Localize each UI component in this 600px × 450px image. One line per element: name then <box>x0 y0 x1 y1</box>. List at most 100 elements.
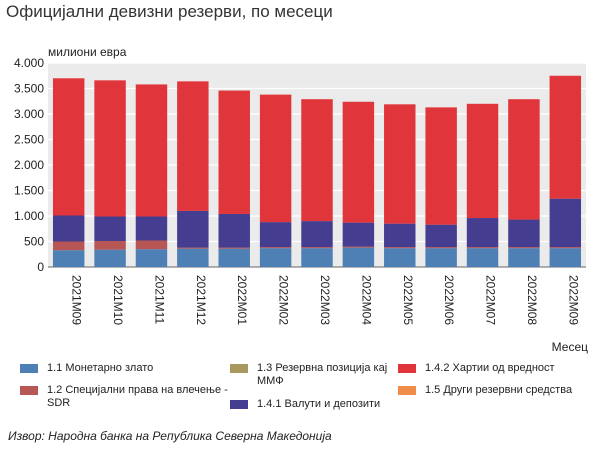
bar-segment <box>94 240 126 250</box>
bar-segment <box>218 247 250 249</box>
bar-segment <box>508 219 540 248</box>
legend-item-securities: 1.4.2 Хартии од вредност <box>398 362 598 375</box>
legend-item-other: 1.5 Други резервни средства <box>398 384 598 397</box>
bar-segment <box>218 213 250 248</box>
legend-swatch <box>230 400 248 409</box>
y-tick-label: 1.500 <box>14 184 44 198</box>
bar-segment <box>52 241 85 251</box>
bar-segment <box>177 210 209 248</box>
bar-segment <box>177 81 209 211</box>
bar-segment <box>218 90 250 214</box>
y-tick-label: 500 <box>24 235 44 249</box>
legend-item-gold: 1.1 Монетарно злато <box>20 362 220 375</box>
bar-segment <box>549 75 582 199</box>
x-tick-label: 2022M08 <box>525 275 539 325</box>
legend-item-imf: 1.3 Резервна позиција кај ММФ <box>230 362 390 388</box>
bar-segment <box>466 103 499 219</box>
bar-segment <box>259 248 292 267</box>
bar-segment <box>177 247 209 249</box>
y-tick-label: 3.000 <box>14 107 44 121</box>
bar-segment <box>259 247 292 249</box>
bar-segment <box>301 99 333 222</box>
y-tick-label: 1.000 <box>14 209 44 223</box>
bar-segment <box>425 224 457 248</box>
bar-segment <box>508 248 540 267</box>
x-tick-label: 2022M05 <box>401 275 415 325</box>
bar-segment <box>52 78 85 216</box>
x-tick-label: 2021M12 <box>194 275 208 325</box>
legend-item-sdr: 1.2 Специјални права на влечење - SDR <box>20 384 230 410</box>
legend-label: 1.4.2 Хартии од вредност <box>425 362 555 374</box>
bar-segment <box>384 248 416 267</box>
bar-segment <box>301 247 333 249</box>
bar-segment <box>466 247 499 249</box>
legend-swatch <box>20 386 38 395</box>
bar-segment <box>508 99 540 220</box>
source-note: Извор: Народна банка на Република Северн… <box>8 429 332 443</box>
bar-segment <box>549 248 582 267</box>
legend-label: 1.3 Резервна позиција кај ММФ <box>257 362 388 387</box>
bar-segment <box>384 223 416 248</box>
bar-segment <box>466 218 499 248</box>
legend-label: 1.1 Монетарно злато <box>47 362 154 374</box>
legend-label: 1.4.1 Валути и депозити <box>257 398 381 410</box>
y-tick-label: 4.000 <box>14 56 44 70</box>
x-tick-label: 2022M06 <box>442 275 456 325</box>
x-tick-label: 2021M10 <box>111 275 125 325</box>
bar-segment <box>94 216 126 241</box>
bar-segment <box>466 248 499 267</box>
y-tick-label: 2.500 <box>14 133 44 147</box>
bar-segment <box>342 101 375 223</box>
legend-swatch <box>398 364 416 373</box>
bar-segment <box>549 247 582 249</box>
bar-segment <box>259 94 292 223</box>
x-tick-label: 2022M09 <box>566 275 580 325</box>
bar-segment <box>177 248 209 267</box>
y-axis-label: милиони евра <box>48 45 127 59</box>
bar-segment <box>384 104 416 224</box>
bar-segment <box>259 222 292 248</box>
legend-swatch <box>230 364 248 373</box>
bar-segment <box>342 222 375 247</box>
legend-item-currency: 1.4.1 Валути и депозити <box>230 398 400 411</box>
y-axis: 0 500 1.000 1.500 2.000 2.500 3.000 3.500 4.000 <box>14 56 44 274</box>
bar-segment <box>94 80 126 217</box>
chart-svg: 05001.0001.5002.0002.5003.0003.5004.000 … <box>14 45 588 354</box>
bar-segment <box>508 247 540 249</box>
legend-label: 1.5 Други резервни средства <box>425 384 573 396</box>
bars <box>52 75 582 267</box>
x-tick-label: 2022M03 <box>318 275 332 325</box>
bar-segment <box>94 249 126 267</box>
bar-segment <box>135 216 168 241</box>
bar-segment <box>301 248 333 267</box>
x-axis-label: Месец <box>552 340 588 354</box>
x-tick-label: 2021M11 <box>152 275 166 324</box>
x-tick-label: 2022M02 <box>277 275 291 325</box>
y-tick-label: 2.000 <box>14 158 44 172</box>
x-axis: 2021M09 2021M10 2021M11 2021M12 2022M01 2022M… <box>70 275 581 325</box>
bar-segment <box>384 247 416 249</box>
y-tick-label: 0 <box>37 260 44 274</box>
bar-segment <box>342 246 375 248</box>
bar-segment <box>549 198 582 248</box>
bar-segment <box>135 249 168 267</box>
chart-title: Официјални девизни резерви, по месеци <box>6 2 333 21</box>
bar-segment <box>135 84 168 217</box>
bar-segment <box>218 248 250 267</box>
y-tick-label: 3.500 <box>14 82 44 96</box>
bar-segment <box>301 221 333 248</box>
x-tick-label: 2022M04 <box>359 275 373 325</box>
bar-segment <box>52 250 85 267</box>
legend-label: 1.2 Специјални права на влечење - SDR <box>47 384 228 409</box>
bar-segment <box>342 247 375 267</box>
x-tick-label: 2022M07 <box>484 275 498 325</box>
legend-swatch <box>398 386 416 395</box>
bar-segment <box>425 247 457 249</box>
legend-swatch <box>20 364 38 373</box>
bar-segment <box>425 107 457 225</box>
x-tick-label: 2021M09 <box>70 275 84 325</box>
bar-segment <box>135 240 168 250</box>
bar-segment <box>52 215 85 242</box>
x-tick-label: 2022M01 <box>235 275 249 325</box>
bar-segment <box>425 248 457 267</box>
